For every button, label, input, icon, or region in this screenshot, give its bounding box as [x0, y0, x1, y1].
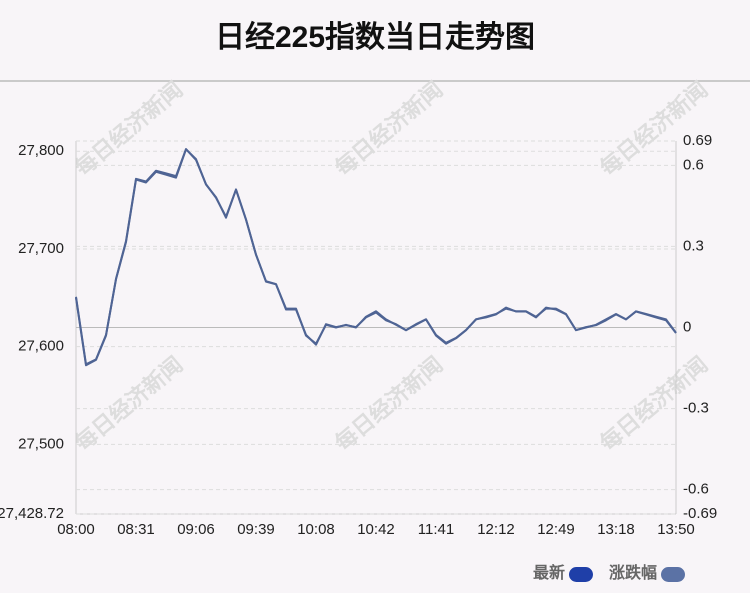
- y2-tick-label: -0.69: [683, 505, 717, 522]
- x-tick-label: 11:41: [418, 521, 454, 538]
- legend-label: 最新: [533, 563, 565, 582]
- legend-swatch: [661, 567, 685, 582]
- y-tick-label: 27,800: [18, 142, 64, 159]
- chart-title: 日经225指数当日走势图: [215, 20, 535, 54]
- x-tick-label: 13:18: [597, 521, 635, 538]
- x-tick-label: 08:31: [117, 521, 155, 538]
- y2-tick-label: -0.3: [683, 400, 709, 417]
- series-line: [75, 148, 677, 367]
- legend-label: 涨跌幅: [609, 563, 657, 582]
- y2-tick-label: 0.6: [683, 156, 704, 173]
- legend-swatch: [568, 567, 593, 582]
- y2-tick-label: -0.6: [683, 481, 709, 498]
- x-tick-label: 09:06: [177, 521, 215, 538]
- y-tick-label: 27,500: [18, 435, 64, 452]
- y-tick-label: 27,700: [18, 240, 64, 257]
- x-tick-label: 13:50: [657, 521, 695, 538]
- x-tick-label: 12:49: [537, 521, 575, 538]
- x-tick-label: 10:42: [357, 521, 395, 538]
- y2-tick-label: 0: [683, 318, 691, 335]
- y2-tick-label: 0.69: [683, 132, 712, 149]
- x-tick-label: 10:08: [297, 521, 335, 538]
- y-tick-label: 27,428.72: [0, 505, 64, 522]
- y-tick-label: 27,600: [18, 338, 64, 355]
- x-tick-label: 12:12: [477, 521, 515, 538]
- x-tick-label: 08:00: [57, 521, 95, 538]
- y2-tick-label: 0.3: [683, 237, 704, 254]
- x-tick-label: 09:39: [237, 521, 275, 538]
